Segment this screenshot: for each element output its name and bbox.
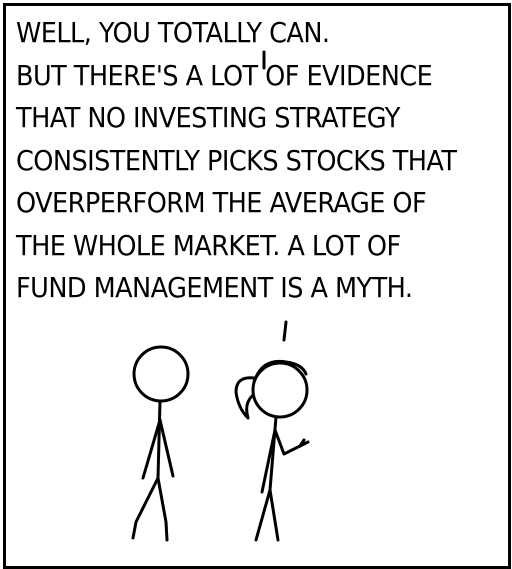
man-body <box>158 401 160 478</box>
woman-leg-right <box>270 490 278 540</box>
man-head <box>134 347 188 401</box>
man-leg-right <box>158 478 167 540</box>
stick-figure-man <box>133 347 188 540</box>
stick-figure-woman <box>236 361 308 540</box>
man-arm-right <box>160 420 173 476</box>
woman-arm-right <box>275 430 300 454</box>
speech-tail-bottom <box>284 322 286 340</box>
woman-leg-left <box>256 490 270 540</box>
man-leg-left <box>133 478 158 538</box>
woman-hand <box>300 440 308 446</box>
woman-ponytail <box>236 378 254 418</box>
